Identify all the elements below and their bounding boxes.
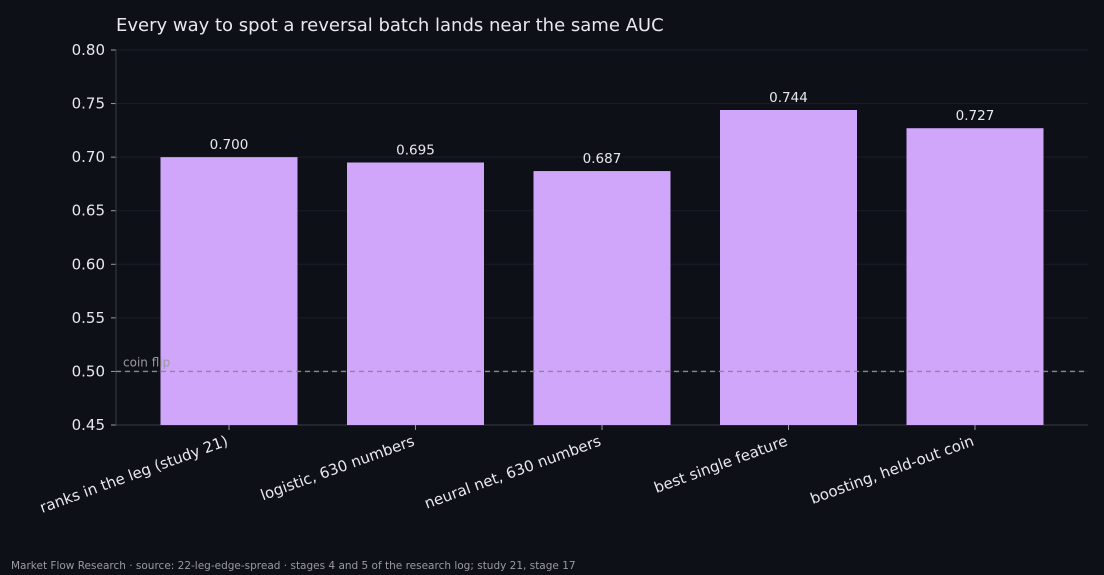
y-tick-label: 0.65 — [72, 202, 105, 220]
data-label: 0.727 — [956, 108, 995, 124]
bar — [906, 128, 1044, 425]
reference-line-label: coin flip — [123, 355, 170, 369]
data-label: 0.687 — [583, 151, 622, 167]
y-tick-label: 0.45 — [72, 416, 105, 434]
data-label: 0.700 — [210, 137, 249, 153]
x-tick-label: ranks in the leg (study 21) — [37, 432, 230, 517]
bar — [160, 157, 298, 425]
bar — [533, 171, 671, 425]
x-tick-label: boosting, held-out coin — [808, 432, 977, 508]
y-tick-label: 0.55 — [72, 309, 105, 327]
x-tick-label: best single feature — [652, 432, 790, 497]
x-tick-label: neural net, 630 numbers — [422, 432, 604, 513]
y-tick-label: 0.60 — [72, 255, 105, 273]
bar — [720, 110, 857, 425]
y-tick-label: 0.75 — [72, 95, 105, 113]
source-footnote: Market Flow Research · source: 22-leg-ed… — [11, 560, 576, 572]
data-label: 0.695 — [396, 143, 435, 159]
y-tick-label: 0.80 — [72, 41, 105, 59]
chart-title: Every way to spot a reversal batch lands… — [116, 15, 664, 36]
data-label: 0.744 — [769, 90, 808, 106]
y-tick-label: 0.70 — [72, 148, 105, 166]
bar — [347, 162, 484, 425]
x-tick-label: logistic, 630 numbers — [258, 432, 417, 505]
y-tick-label: 0.50 — [72, 362, 105, 380]
